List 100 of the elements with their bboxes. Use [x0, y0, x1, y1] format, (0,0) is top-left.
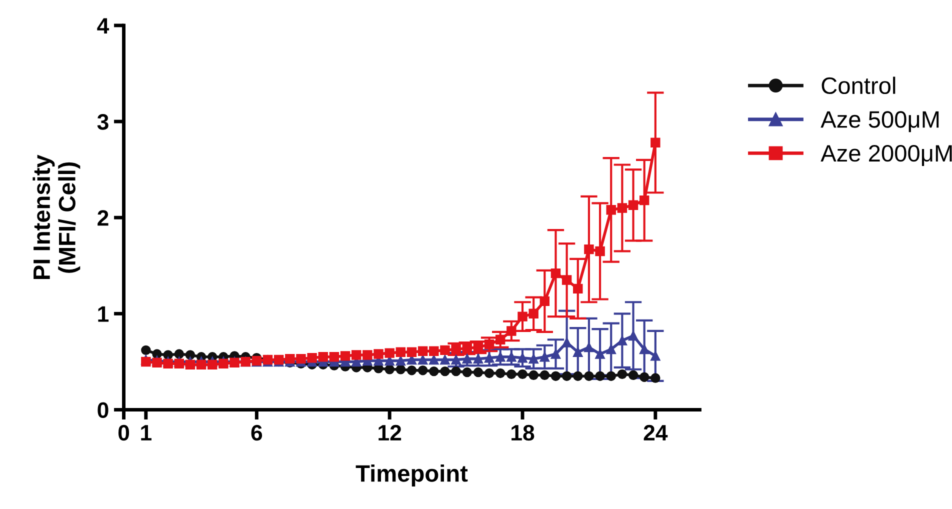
point — [528, 308, 538, 319]
point — [318, 352, 328, 362]
x-tick-label: 1 — [141, 425, 152, 440]
point — [462, 343, 472, 354]
x-tick-label: 0 — [118, 424, 130, 441]
y-tick-label: 2 — [98, 210, 108, 226]
legend-label: Control — [822, 76, 896, 94]
point — [584, 244, 594, 254]
point — [617, 203, 628, 213]
point — [562, 371, 572, 381]
point — [473, 367, 484, 378]
point — [606, 344, 616, 354]
point — [185, 360, 196, 370]
point — [650, 138, 660, 148]
point — [639, 372, 650, 382]
point — [495, 368, 506, 378]
point — [429, 366, 439, 376]
point — [540, 370, 550, 380]
point — [650, 351, 660, 361]
point — [540, 296, 550, 306]
x-tick-label: 12 — [378, 424, 402, 440]
point — [384, 348, 394, 358]
x-axis-title: Timepoint — [356, 464, 468, 486]
point — [562, 275, 572, 285]
point — [506, 369, 516, 380]
point — [484, 368, 494, 378]
point — [506, 352, 516, 362]
point — [418, 346, 428, 356]
point — [152, 358, 162, 368]
point — [518, 353, 528, 363]
legend-label: Aze 2000μM — [820, 144, 952, 166]
point — [174, 358, 184, 368]
point — [141, 356, 151, 367]
point — [374, 349, 384, 359]
point — [163, 358, 173, 368]
point — [340, 351, 350, 361]
point — [584, 371, 594, 381]
y-tick-label: 3 — [97, 114, 108, 130]
point — [406, 365, 417, 376]
point — [307, 353, 317, 363]
point — [495, 334, 506, 344]
point — [550, 268, 561, 278]
point — [462, 367, 472, 378]
point — [584, 342, 594, 352]
point — [406, 347, 417, 357]
point — [606, 371, 616, 381]
x-tick-label: 6 — [251, 424, 262, 441]
point — [185, 350, 196, 360]
point — [174, 349, 184, 359]
point — [396, 356, 406, 366]
point — [595, 349, 605, 359]
y-tick-label: 1 — [98, 306, 109, 322]
point — [540, 352, 550, 362]
point — [451, 366, 461, 376]
point — [595, 246, 605, 256]
point — [208, 360, 218, 370]
point — [285, 354, 295, 364]
point — [573, 347, 583, 357]
point — [196, 360, 206, 370]
point — [418, 354, 428, 365]
point — [418, 365, 428, 376]
point — [639, 344, 650, 354]
point — [329, 352, 340, 362]
point — [163, 350, 173, 360]
legend-label: Aze 500μM — [820, 111, 939, 132]
point — [218, 358, 228, 368]
x-tick-label: 18 — [512, 424, 534, 441]
point — [451, 344, 461, 354]
point — [639, 195, 650, 206]
point — [617, 369, 628, 380]
point — [628, 370, 638, 380]
point — [650, 373, 660, 383]
y-tick-label: 0 — [98, 402, 108, 418]
point — [429, 354, 439, 365]
point — [528, 354, 538, 364]
point — [628, 200, 638, 210]
point — [518, 369, 528, 380]
point — [550, 349, 561, 359]
point — [595, 371, 605, 381]
point — [473, 342, 484, 352]
point — [440, 345, 450, 356]
y-axis-title: PI Intensity (MFI/ Cell) — [32, 154, 80, 279]
point — [440, 354, 450, 365]
point — [141, 345, 151, 356]
point — [384, 364, 394, 374]
point — [429, 346, 439, 356]
point — [562, 338, 572, 348]
point — [506, 326, 516, 336]
point — [573, 284, 583, 294]
point — [352, 350, 362, 360]
point — [628, 330, 638, 341]
point — [396, 364, 406, 374]
point — [484, 353, 494, 363]
point — [495, 352, 506, 362]
x-tick-label: 24 — [644, 424, 668, 440]
point — [440, 366, 450, 376]
point — [362, 350, 372, 360]
point — [518, 312, 528, 322]
point — [606, 205, 616, 215]
y-tick-label: 4 — [97, 18, 110, 34]
